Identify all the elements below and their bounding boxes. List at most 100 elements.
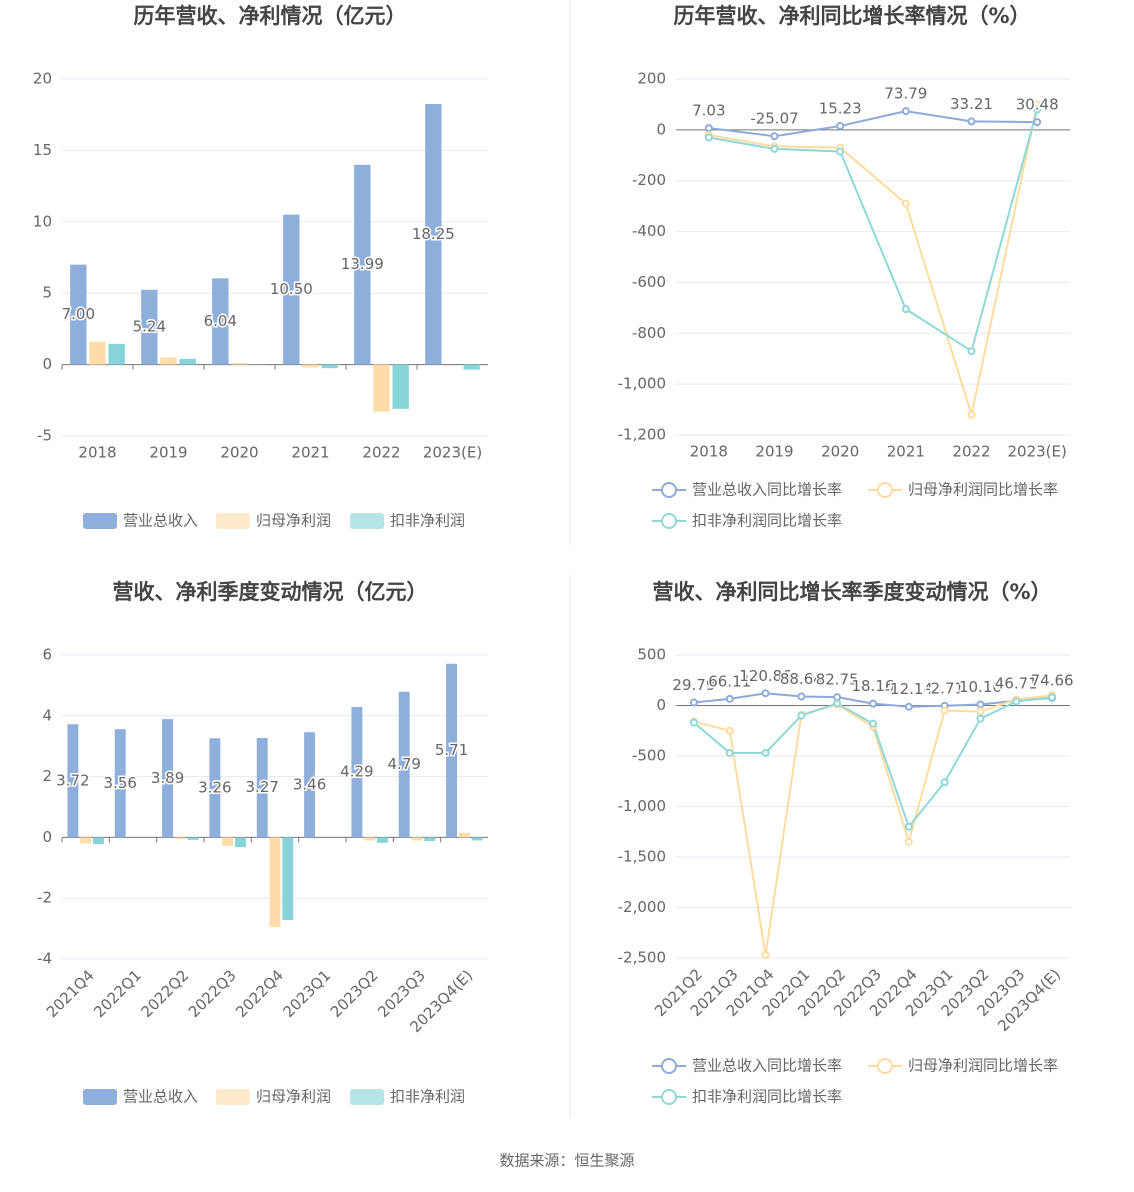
bar [188, 837, 199, 839]
value-label: 5.24 [133, 318, 166, 336]
y-tick-label: -2,500 [618, 949, 666, 967]
point [691, 699, 697, 705]
y-tick-label: 0 [42, 355, 52, 373]
x-tick-label: 2023Q1 [280, 966, 335, 1021]
x-tick-label: 2021Q4 [43, 966, 98, 1021]
value-label: 3.89 [151, 769, 184, 787]
line [709, 104, 1037, 414]
point [706, 125, 712, 131]
x-tick-label: 2021 [291, 444, 329, 462]
legend-swatch [878, 483, 892, 497]
point [798, 713, 804, 719]
y-tick-label: 2 [42, 767, 52, 785]
legend-label: 扣非净利润同比增长率 [692, 512, 842, 530]
point [903, 108, 909, 114]
point [870, 701, 876, 707]
legend-swatch [216, 1089, 250, 1105]
legend-swatch [662, 1059, 676, 1073]
bar [393, 365, 409, 409]
value-label: 7.00 [62, 305, 95, 323]
y-tick-label: -1,500 [618, 848, 666, 866]
bar [424, 837, 435, 841]
x-tick-label: 2022Q2 [138, 966, 193, 1021]
value-label: 3.56 [104, 774, 137, 792]
y-tick-label: -1,200 [618, 426, 666, 444]
y-tick-label: 20 [33, 70, 52, 88]
bar [160, 357, 176, 364]
value-label: 7.03 [692, 102, 725, 120]
y-tick-label: 4 [42, 706, 52, 724]
legend-label: 营业总收入同比增长率 [692, 481, 842, 499]
point [798, 694, 804, 700]
bar [412, 837, 423, 840]
point [763, 952, 769, 958]
point [969, 412, 975, 418]
point [727, 728, 733, 734]
point [691, 720, 697, 726]
y-tick-label: -600 [632, 273, 666, 291]
value-label: 3.26 [198, 778, 231, 796]
point [969, 348, 975, 354]
legend-swatch [662, 514, 676, 528]
y-tick-label: -4 [37, 950, 52, 968]
point [977, 709, 983, 715]
y-tick-label: -800 [632, 324, 666, 342]
x-tick-label: 2023Q2 [327, 966, 382, 1021]
value-label: 30.48 [1016, 96, 1059, 114]
point [1049, 694, 1055, 700]
bar [180, 359, 196, 365]
x-tick-label: 2022 [952, 443, 990, 461]
y-tick-label: 15 [33, 141, 52, 159]
y-tick-label: -200 [632, 171, 666, 189]
point [903, 201, 909, 207]
bar [93, 837, 104, 844]
value-label: 4.29 [340, 763, 373, 781]
value-label: 6.04 [204, 312, 237, 330]
bar [302, 365, 318, 368]
point [942, 779, 948, 785]
x-tick-label: 2020 [220, 444, 258, 462]
y-tick-label: -2,000 [618, 898, 666, 916]
x-tick-label: 2022 [362, 444, 400, 462]
point [977, 701, 983, 707]
y-tick-label: -1,000 [618, 375, 666, 393]
point [1013, 698, 1019, 704]
legend-label: 归母净利润 [256, 1088, 331, 1106]
point [906, 839, 912, 845]
y-tick-label: 10 [33, 212, 52, 230]
legend-swatch [662, 1090, 676, 1104]
point [763, 750, 769, 756]
point [727, 696, 733, 702]
x-tick-label: 2022Q3 [185, 966, 240, 1021]
legend-swatch [83, 1089, 117, 1105]
x-tick-label: 2018 [78, 444, 116, 462]
chart-title: 历年营收、净利情况（亿元） [134, 4, 407, 28]
value-label: 4.79 [388, 755, 421, 773]
x-tick-label: 2019 [755, 443, 793, 461]
legend-label: 营业总收入 [123, 1088, 198, 1106]
x-tick-label: 2018 [690, 443, 728, 461]
y-tick-label: 200 [637, 70, 666, 88]
legend-swatch [83, 513, 117, 529]
bar [175, 837, 186, 839]
point [906, 824, 912, 830]
value-label: 15.23 [819, 99, 862, 117]
legend-label: 归母净利润 [256, 512, 331, 530]
value-label: 74.66 [1031, 671, 1074, 689]
x-tick-label: 2023(E) [1007, 443, 1066, 461]
y-tick-label: 0 [656, 696, 666, 714]
point [837, 148, 843, 154]
x-tick-label: 2023(E) [423, 444, 482, 462]
x-tick-label: 2022Q4 [232, 966, 287, 1021]
y-tick-label: -1,000 [618, 797, 666, 815]
bar [282, 837, 293, 920]
value-label: 5.71 [435, 741, 468, 759]
y-tick-label: 5 [42, 284, 52, 302]
point [772, 133, 778, 139]
y-tick-label: -400 [632, 222, 666, 240]
bar [373, 365, 389, 412]
y-tick-label: -5 [37, 427, 52, 445]
bar [459, 833, 470, 838]
source: 数据来源：恒生聚源 [499, 1152, 634, 1170]
y-tick-label: 0 [42, 828, 52, 846]
